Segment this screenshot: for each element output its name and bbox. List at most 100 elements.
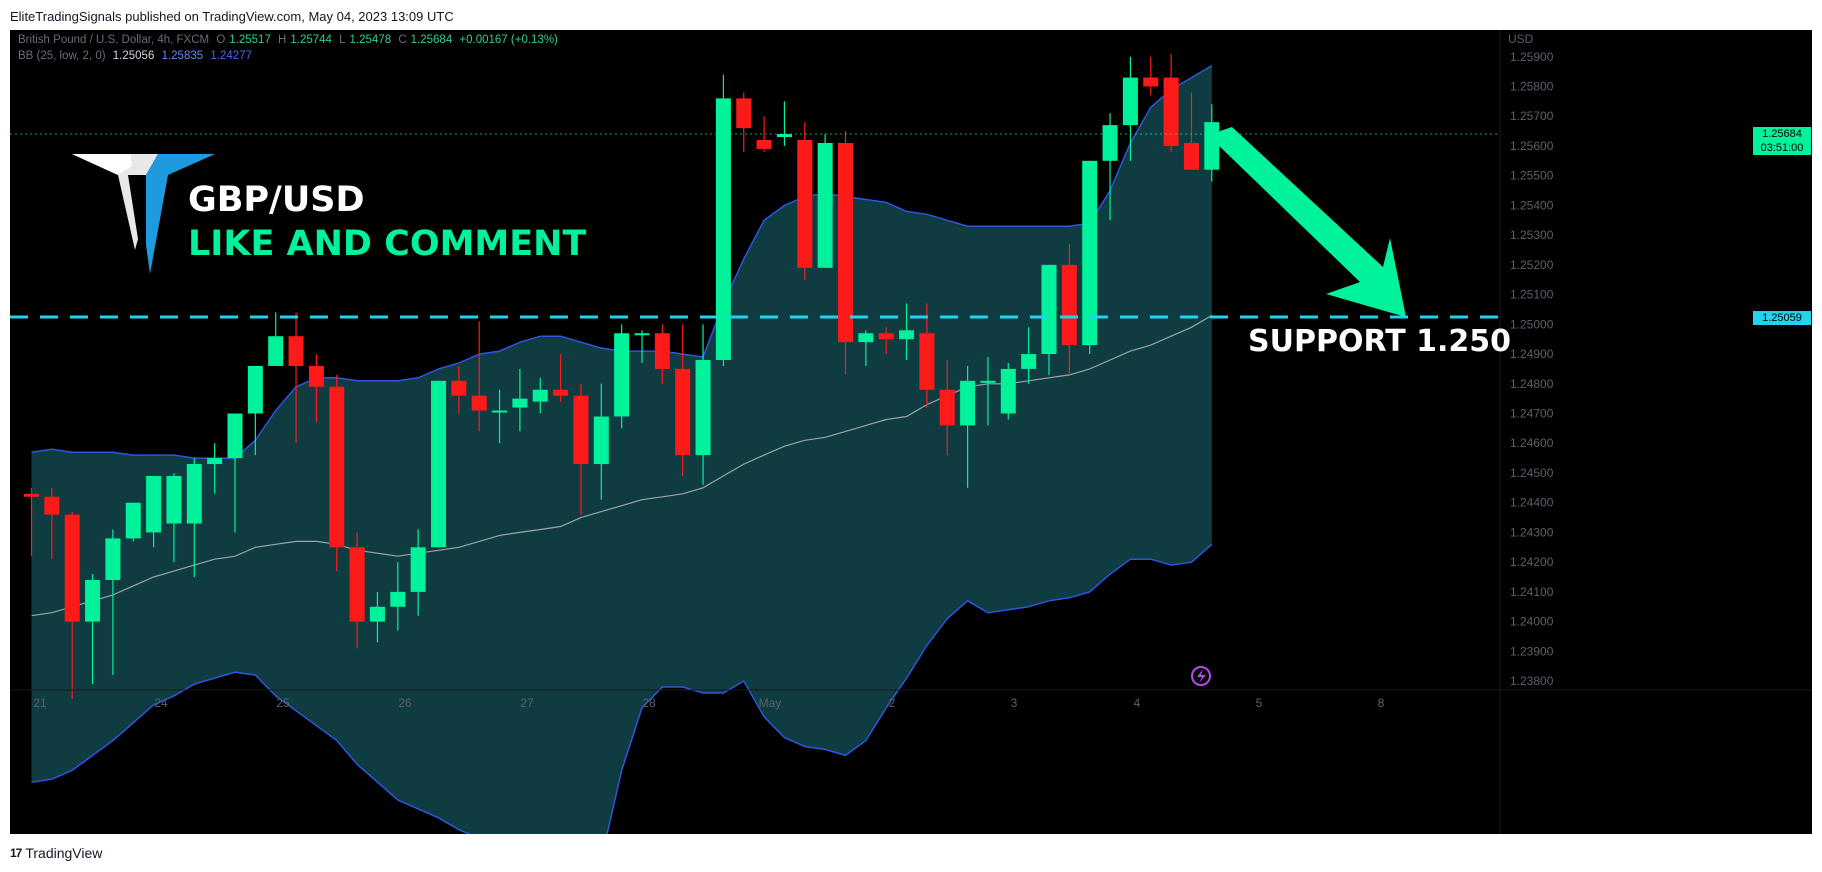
candle[interactable] <box>614 324 630 429</box>
candle[interactable] <box>390 562 406 631</box>
candle[interactable] <box>1061 244 1077 375</box>
candlestick-chart[interactable]: USD 1.25900 1.25800 1.25700 1.25600 1.25500 1.… <box>10 30 1812 834</box>
candle[interactable] <box>410 529 426 616</box>
x-tick-label: 28 <box>642 696 656 710</box>
candle[interactable] <box>878 327 894 355</box>
brand-logo <box>72 154 215 274</box>
candle[interactable] <box>369 591 385 643</box>
candle[interactable] <box>1143 56 1159 96</box>
candle[interactable] <box>634 330 650 363</box>
candle[interactable] <box>1082 160 1098 355</box>
lightning-icon[interactable] <box>1191 666 1211 686</box>
candle[interactable] <box>247 365 263 456</box>
y-tick-label: 1.25400 <box>1510 198 1554 212</box>
y-tick-label: 1.24900 <box>1510 347 1554 361</box>
candle[interactable] <box>1041 264 1057 375</box>
x-tick-label: 24 <box>154 696 168 710</box>
candle[interactable] <box>797 122 813 280</box>
candle[interactable] <box>44 487 60 560</box>
y-tick-label: 1.25700 <box>1510 109 1554 123</box>
x-tick-label: 3 <box>1011 696 1018 710</box>
legend-bb: BB (25, low, 2, 0) 1.25056 1.25835 1.242… <box>18 50 256 62</box>
candle[interactable] <box>695 324 711 485</box>
candle[interactable] <box>85 574 101 685</box>
candle[interactable] <box>451 365 467 414</box>
support-label: SUPPORT 1.250 <box>1248 324 1511 359</box>
candle[interactable] <box>817 134 833 268</box>
candle[interactable] <box>1000 362 1016 420</box>
legend-open: 1.25517 <box>229 34 271 46</box>
y-tick-label: 1.25600 <box>1510 139 1554 153</box>
y-tick-label: 1.25800 <box>1510 80 1554 94</box>
candle[interactable] <box>431 380 446 548</box>
x-tick-label: 8 <box>1378 696 1385 710</box>
y-tick-label: 1.24700 <box>1510 407 1554 421</box>
y-tick-label: 1.23800 <box>1510 674 1554 688</box>
candle[interactable] <box>899 303 915 360</box>
candle[interactable] <box>756 116 772 152</box>
x-tick-label: 5 <box>1256 696 1263 710</box>
candle[interactable] <box>146 475 162 548</box>
chart-panel[interactable]: USD 1.25900 1.25800 1.25700 1.25600 1.25500 1.… <box>10 30 1812 834</box>
candle[interactable] <box>593 383 609 500</box>
y-tick-label: 1.25100 <box>1510 288 1554 302</box>
y-tick-label: 1.25900 <box>1510 50 1554 64</box>
candle[interactable] <box>1021 327 1037 384</box>
candle[interactable] <box>960 365 976 488</box>
candle[interactable] <box>553 354 569 402</box>
candle[interactable] <box>919 303 935 408</box>
support-price-tag: 1.25059 <box>1753 311 1811 325</box>
candle[interactable] <box>471 321 487 432</box>
candle[interactable] <box>166 472 182 563</box>
bollinger-lower-line <box>31 543 1213 834</box>
candle[interactable] <box>573 383 589 515</box>
x-tick-label: 26 <box>398 696 412 710</box>
candle[interactable] <box>532 377 548 414</box>
y-tick-label: 1.24800 <box>1510 377 1554 391</box>
x-tick-label: May <box>759 696 782 710</box>
candle[interactable] <box>512 368 528 432</box>
candle[interactable] <box>675 324 691 476</box>
candle[interactable] <box>288 312 304 444</box>
x-tick-label: 21 <box>33 696 47 710</box>
legend-bb-upper: 1.25835 <box>161 50 204 62</box>
candle[interactable] <box>776 101 792 146</box>
candle[interactable] <box>1122 56 1138 161</box>
footer-brand[interactable]: TradingView <box>25 845 103 861</box>
candle[interactable] <box>308 354 324 423</box>
candle[interactable] <box>349 532 365 649</box>
legend-close-label: C <box>398 34 407 46</box>
x-tick-label: 27 <box>520 696 534 710</box>
candle[interactable] <box>186 458 202 578</box>
candle[interactable] <box>24 487 39 557</box>
footer: 17 TradingView <box>10 845 102 861</box>
legend-high: 1.25744 <box>290 34 332 46</box>
candle[interactable] <box>268 312 284 366</box>
candle[interactable] <box>858 330 874 366</box>
candle[interactable] <box>227 413 243 533</box>
candle[interactable] <box>64 511 80 699</box>
candle[interactable] <box>1163 53 1179 152</box>
candle[interactable] <box>654 324 670 384</box>
candle[interactable] <box>715 74 731 366</box>
candle[interactable] <box>125 502 141 542</box>
down-arrow-icon <box>1214 127 1406 317</box>
legend-open-label: O <box>216 34 226 46</box>
pair-title: GBP/USD <box>188 180 365 220</box>
y-tick-label: 1.24100 <box>1510 585 1554 599</box>
candle[interactable] <box>207 443 223 494</box>
candle[interactable] <box>492 389 508 444</box>
candle[interactable] <box>980 357 996 426</box>
candle[interactable] <box>736 92 752 152</box>
legend-bb-lower: 1.24277 <box>210 50 252 62</box>
y-tick-label: 1.25000 <box>1510 317 1554 331</box>
candle[interactable] <box>105 529 121 676</box>
candle[interactable] <box>838 131 853 375</box>
legend-close: 1.25684 <box>410 34 453 46</box>
candle[interactable] <box>1183 92 1199 170</box>
legend-bb-label: BB (25, low, 2, 0) <box>18 50 106 62</box>
candle[interactable] <box>329 374 345 572</box>
candle[interactable] <box>939 360 955 456</box>
bollinger-band-fill <box>31 65 1212 834</box>
legend-high-label: H <box>278 34 287 46</box>
